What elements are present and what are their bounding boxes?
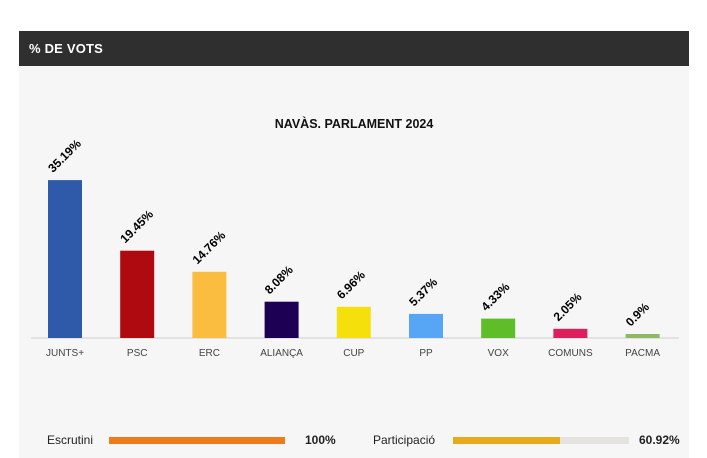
category-label-pp: PP (419, 348, 433, 359)
category-label-cup: CUP (343, 348, 364, 359)
category-label-junts: JUNTS+ (46, 348, 84, 359)
value-label-pacma: 0.9% (623, 300, 652, 329)
bar-comuns[interactable] (553, 328, 588, 338)
bar-alian-a[interactable] (264, 301, 299, 338)
bar-pacma[interactable] (625, 334, 660, 338)
escrutini-value: 100% (305, 433, 336, 447)
value-label-erc: 14.76% (190, 228, 229, 267)
chart-title: NAVÀS. PARLAMENT 2024 (275, 116, 434, 131)
bar-pp[interactable] (409, 313, 443, 338)
vote-share-chart: NAVÀS. PARLAMENT 2024 35.19% JUNTS+ 19.45%… (31, 116, 679, 359)
bar-psc[interactable] (120, 250, 155, 338)
value-label-cup: 6.96% (334, 268, 368, 302)
participacio-progress-track (453, 437, 629, 444)
widget-header: % DE VOTS (19, 31, 689, 66)
category-label-comuns: COMUNS (548, 348, 593, 359)
value-label-psc: 19.45% (117, 207, 156, 246)
widget-title: % DE VOTS (29, 41, 104, 56)
category-label-erc: ERC (199, 348, 220, 359)
escrutini-label: Escrutini (47, 433, 94, 447)
bar-erc[interactable] (192, 271, 227, 338)
results-footer: Escrutini 100% Participació 60.92% (19, 431, 689, 449)
category-label-vox: VOX (488, 348, 509, 359)
results-widget: % DE VOTS NAVÀS. PARLAMENT 2024 35.19% JU… (19, 31, 689, 458)
participacio-progress-fill (453, 437, 561, 444)
category-label-pacma: PACMA (625, 348, 660, 359)
escrutini-progress-track (109, 437, 285, 444)
category-label-psc: PSC (127, 348, 148, 359)
bar-vox[interactable] (481, 318, 516, 338)
escrutini-progress-fill (109, 437, 285, 444)
escrutini-metric: Escrutini 100% (19, 431, 339, 449)
value-label-comuns: 2.05% (551, 290, 585, 324)
participacio-value: 60.92% (639, 433, 680, 447)
bar-junts[interactable] (48, 180, 82, 338)
bar-cup[interactable] (336, 306, 371, 338)
value-label-pp: 5.37% (406, 275, 440, 309)
category-label-alian-a: ALIANÇA (260, 348, 303, 359)
value-label-alian-a: 8.08% (262, 263, 296, 297)
value-label-junts: 35.19% (45, 136, 84, 175)
participacio-metric: Participació 60.92% (349, 431, 689, 449)
participacio-label: Participació (373, 433, 436, 447)
value-label-vox: 4.33% (478, 280, 512, 314)
